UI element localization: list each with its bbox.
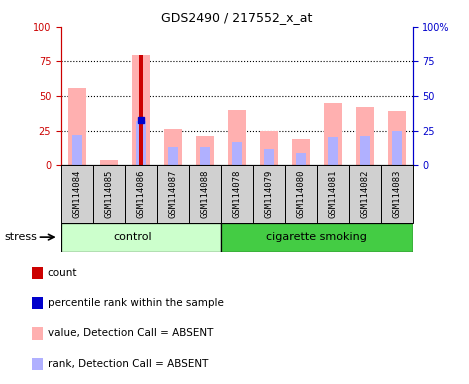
Bar: [392, 131, 401, 165]
Text: stress: stress: [5, 232, 38, 242]
Bar: [164, 129, 182, 165]
Bar: [221, 165, 253, 223]
Text: GSM114080: GSM114080: [296, 170, 305, 218]
Bar: [285, 165, 317, 223]
Bar: [324, 103, 341, 165]
Bar: [253, 165, 285, 223]
Text: GSM114088: GSM114088: [200, 170, 209, 218]
Bar: [72, 135, 82, 165]
Bar: [168, 147, 178, 165]
Bar: [61, 223, 221, 252]
Bar: [200, 147, 210, 165]
Bar: [32, 327, 43, 340]
Bar: [61, 165, 93, 223]
Text: value, Detection Call = ABSENT: value, Detection Call = ABSENT: [47, 328, 213, 338]
Text: GSM114086: GSM114086: [136, 170, 145, 218]
Text: cigarette smoking: cigarette smoking: [266, 232, 367, 242]
Bar: [328, 137, 338, 165]
Text: GSM114079: GSM114079: [265, 170, 273, 218]
Bar: [388, 111, 406, 165]
Bar: [139, 55, 143, 165]
Text: GSM114084: GSM114084: [72, 170, 82, 218]
Bar: [136, 121, 146, 165]
Bar: [228, 110, 246, 165]
Bar: [360, 136, 370, 165]
Bar: [260, 131, 278, 165]
Text: percentile rank within the sample: percentile rank within the sample: [47, 298, 223, 308]
Bar: [189, 165, 221, 223]
Text: count: count: [47, 268, 77, 278]
Bar: [32, 297, 43, 310]
Bar: [93, 165, 125, 223]
Bar: [157, 165, 189, 223]
Text: GSM114083: GSM114083: [392, 170, 401, 218]
Bar: [132, 55, 150, 165]
Text: GSM114087: GSM114087: [168, 170, 177, 218]
Bar: [381, 165, 413, 223]
Bar: [264, 149, 273, 165]
Bar: [292, 139, 310, 165]
Text: control: control: [113, 232, 152, 242]
Bar: [317, 165, 349, 223]
Bar: [32, 266, 43, 279]
Bar: [356, 107, 373, 165]
Bar: [296, 153, 306, 165]
Bar: [100, 160, 118, 165]
Title: GDS2490 / 217552_x_at: GDS2490 / 217552_x_at: [161, 11, 312, 24]
Bar: [232, 142, 242, 165]
Text: rank, Detection Call = ABSENT: rank, Detection Call = ABSENT: [47, 359, 208, 369]
Text: GSM114081: GSM114081: [328, 170, 337, 218]
Text: GSM114082: GSM114082: [360, 170, 369, 218]
Text: GSM114085: GSM114085: [105, 170, 113, 218]
Bar: [221, 223, 413, 252]
Text: GSM114078: GSM114078: [232, 170, 242, 218]
Bar: [196, 136, 214, 165]
Bar: [32, 358, 43, 370]
Bar: [125, 165, 157, 223]
Bar: [349, 165, 381, 223]
Bar: [68, 88, 86, 165]
